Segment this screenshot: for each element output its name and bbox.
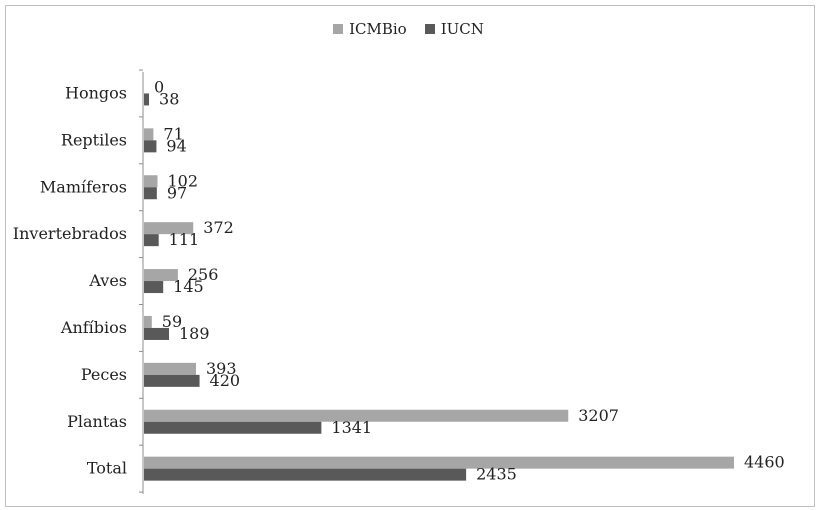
data-label-icmbio: 393 xyxy=(206,359,237,378)
category-label: Anfíbios xyxy=(60,318,127,337)
category-label: Peces xyxy=(81,365,127,384)
bar-iucn xyxy=(144,140,157,153)
data-label-icmbio: 256 xyxy=(188,265,219,284)
data-label-icmbio: 3207 xyxy=(578,406,619,425)
bar-iucn xyxy=(144,327,170,340)
bar-icmbio xyxy=(144,128,154,141)
data-label-iucn: 97 xyxy=(167,183,187,202)
bar-icmbio xyxy=(144,315,152,328)
category-label: Hongos xyxy=(65,83,127,102)
legend-item-iucn: IUCN xyxy=(424,20,484,38)
chart-frame xyxy=(5,5,815,507)
bar-iucn xyxy=(144,468,467,481)
bar-iucn xyxy=(144,421,322,434)
data-label-icmbio: 102 xyxy=(167,171,198,190)
bar-icmbio xyxy=(144,175,158,188)
category-label: Invertebrados xyxy=(13,224,127,243)
legend-item-icmbio: ICMBio xyxy=(333,20,407,38)
data-label-iucn: 1341 xyxy=(331,418,372,437)
bar-icmbio xyxy=(144,362,196,375)
chart-legend: ICMBio IUCN xyxy=(0,20,817,38)
category-label: Aves xyxy=(88,271,127,290)
bar-iucn xyxy=(144,187,157,200)
category-label: Reptiles xyxy=(61,130,127,149)
bar-iucn xyxy=(144,93,150,106)
data-label-iucn: 420 xyxy=(210,371,241,390)
data-label-icmbio: 372 xyxy=(203,218,234,237)
bar-icmbio xyxy=(144,222,194,235)
legend-swatch-icmbio xyxy=(333,24,344,34)
bar-icmbio xyxy=(144,456,734,469)
data-label-iucn: 145 xyxy=(173,277,204,296)
bar-icmbio xyxy=(144,269,178,282)
legend-label-iucn: IUCN xyxy=(440,20,484,38)
legend-label-icmbio: ICMBio xyxy=(349,20,407,38)
data-label-iucn: 189 xyxy=(179,324,210,343)
data-label-icmbio: 0 xyxy=(154,77,164,96)
data-label-iucn: 111 xyxy=(169,230,200,249)
data-label-icmbio: 4460 xyxy=(744,453,785,472)
category-label: Mamíferos xyxy=(40,177,127,196)
data-label-iucn: 2435 xyxy=(476,465,517,484)
bar-icmbio xyxy=(144,409,569,422)
legend-swatch-iucn xyxy=(424,24,435,34)
data-label-icmbio: 71 xyxy=(163,124,183,143)
bar-iucn xyxy=(144,234,159,247)
data-label-iucn: 38 xyxy=(159,89,179,108)
category-label: Plantas xyxy=(67,412,127,431)
data-label-iucn: 94 xyxy=(166,136,186,155)
data-label-icmbio: 59 xyxy=(162,312,182,331)
category-label: Total xyxy=(87,459,127,478)
bar-iucn xyxy=(144,374,200,387)
bar-iucn xyxy=(144,281,164,294)
